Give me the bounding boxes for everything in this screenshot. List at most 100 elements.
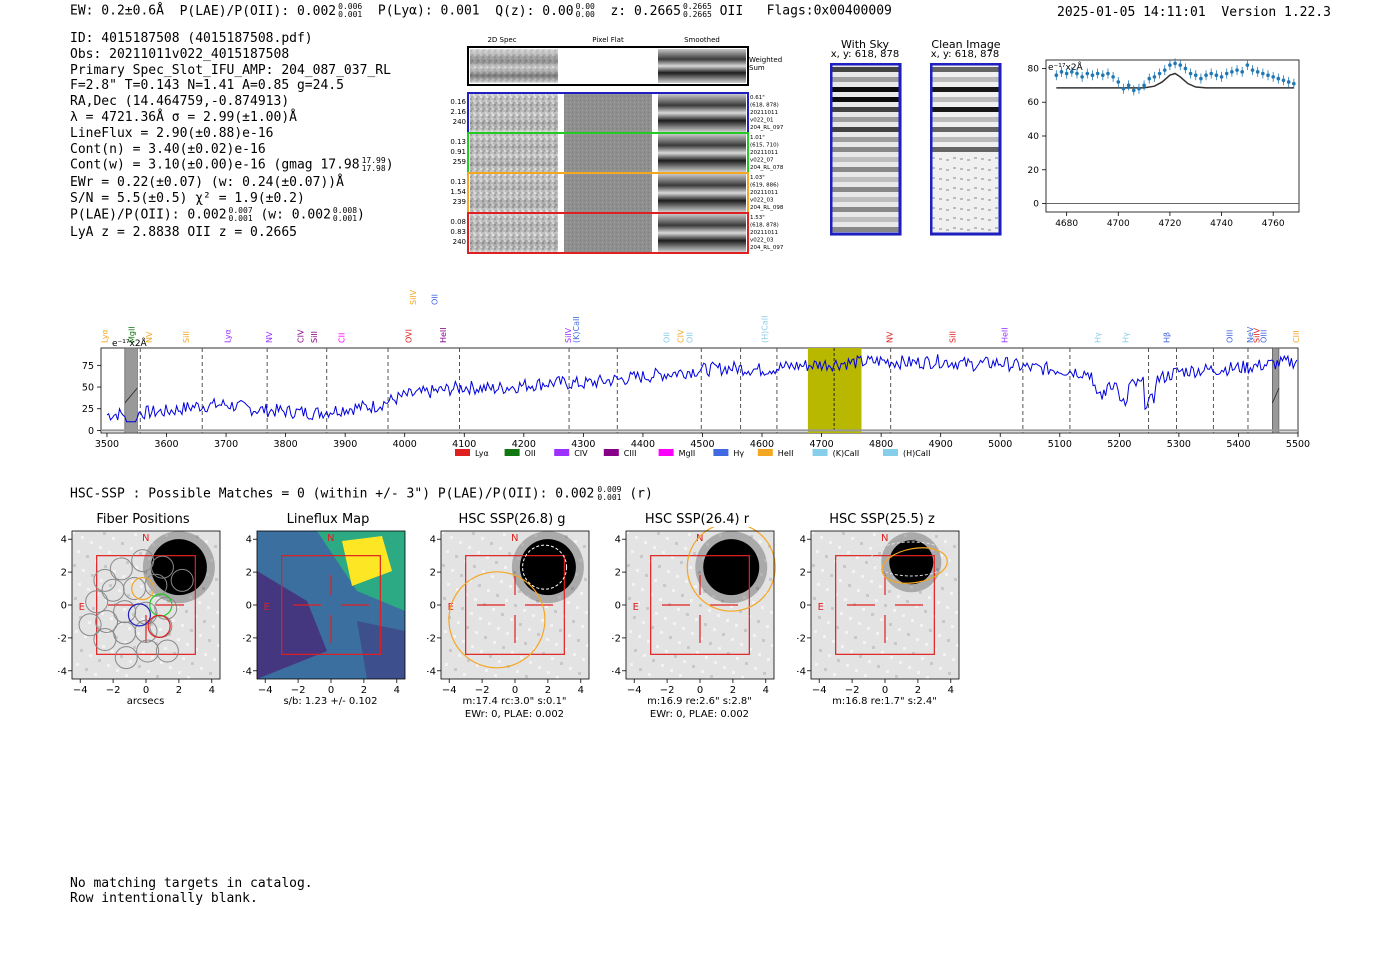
hsc-noise — [643, 654, 646, 657]
source-halo — [511, 531, 584, 604]
spectral-line-label: OVI — [404, 329, 413, 343]
legend-swatch — [455, 449, 470, 456]
hsc-noise — [508, 552, 511, 555]
spec2d-row-meta: 1.01" — [750, 135, 765, 141]
legend-label: Hγ — [733, 449, 744, 458]
hsc-noise — [202, 587, 205, 590]
zoom-data-point — [1100, 73, 1105, 77]
hsc-noise — [754, 667, 757, 670]
hsc-noise — [931, 549, 934, 552]
spec2d-smoothed — [658, 214, 746, 252]
hsc-noise — [682, 627, 685, 630]
hsc-noise — [460, 574, 463, 577]
hsc-noise — [653, 546, 656, 549]
hsc-noise — [898, 628, 901, 631]
hsc-noise — [848, 584, 851, 587]
hsc-noise — [819, 649, 822, 652]
line-fit-band — [807, 348, 862, 433]
hsc-noise — [674, 655, 677, 658]
cutout-noise — [939, 228, 942, 230]
hsc-noise — [149, 590, 152, 593]
hsc-noise — [546, 638, 549, 641]
weighted-sum-label: Weighted Sum — [749, 56, 782, 72]
hsc-noise — [527, 595, 530, 598]
hsc-noise — [113, 570, 116, 573]
spectral-line-label: NeV — [1246, 326, 1255, 343]
hsc-noise — [641, 588, 644, 591]
hsc-noise — [666, 537, 669, 540]
hsc-y-tick-label: 4 — [61, 535, 67, 546]
spec2d-row-meta: v022_01 — [750, 118, 774, 124]
hsc-noise — [760, 573, 763, 576]
hsc-noise — [447, 583, 450, 586]
hsc-noise — [672, 589, 675, 592]
hsc-noise — [750, 535, 753, 538]
hsc-noise — [703, 590, 706, 593]
hsc-noise — [894, 642, 897, 645]
hsc-noise — [638, 635, 641, 638]
hsc-noise — [753, 634, 756, 637]
cutout-noise — [974, 227, 977, 229]
hsc-noise — [203, 620, 206, 623]
hsc-noise — [503, 533, 506, 536]
spec2d-panel: 2D Spec Pixel Flat Smoothed Weighted Sum … — [450, 36, 784, 254]
hsc-noise — [739, 610, 742, 613]
zoom-data-point — [1095, 71, 1100, 76]
hsc-noise — [517, 557, 520, 560]
hsc-noise — [699, 604, 702, 607]
info-plae: P(LAE)/P(OII): 0.002 0.007 0.001 (w: 0.002… — [70, 205, 365, 223]
spec2d-row: 0.16 2.16 240 0.61" (618, 878)20211011 v022_0… — [450, 92, 784, 134]
catalog-footer: No matching targets in catalog. Row inte… — [70, 876, 313, 906]
hsc-noise — [812, 564, 815, 567]
hsc-noise — [857, 589, 860, 592]
hsc-noise — [635, 536, 638, 539]
aperture-box — [650, 555, 750, 655]
fiber-circle — [101, 578, 125, 602]
zoom-data-point — [1116, 80, 1121, 84]
hsc-noise — [491, 575, 494, 578]
hsc-noise — [116, 669, 119, 672]
hsc-noise — [94, 673, 97, 676]
hsc-noise — [869, 547, 872, 550]
spec2d-noise — [470, 134, 558, 172]
hsc-noise — [75, 630, 78, 633]
header-plya: P(Lyα): 0.001 — [377, 3, 480, 19]
spectral-line-label: Lyα — [101, 329, 110, 343]
hsc-noise — [498, 660, 501, 663]
hsc-summary: HSC-SSP : Possible Matches = 0 (within +… — [70, 485, 653, 502]
spec2d-row-meta: 20211011 — [750, 110, 778, 116]
hsc-noise — [873, 533, 876, 536]
hsc-y-tick-label: −4 — [243, 666, 252, 677]
hsc-panel-caption: s/b: 1.23 +/- 0.102 — [283, 696, 378, 707]
cutout-noise — [939, 208, 942, 210]
spec2d-row-meta: 1.53" — [750, 215, 765, 221]
hsc-noise — [876, 632, 879, 635]
hsc-panel: HSC SSP(26.4) r N E −4 −4 −2 −2 0 0 2 2 4 4 m:16.9 re… — [606, 512, 787, 721]
hsc-noise — [928, 596, 931, 599]
hsc-noise — [454, 668, 457, 671]
hsc-y-tick-label: −2 — [58, 633, 67, 644]
hsc-noise — [559, 629, 562, 632]
hsc-noise — [119, 622, 122, 625]
zoom-data-point — [1250, 68, 1255, 72]
cutout-noise — [981, 228, 984, 230]
hsc-noise — [509, 585, 512, 588]
hsc-noise — [915, 605, 918, 608]
hsc-x-tick-label: −4 — [627, 685, 642, 696]
cutout-noise — [953, 167, 956, 169]
hsc-noise — [718, 647, 721, 650]
hsc-noise — [138, 665, 141, 668]
hsc-noise — [721, 600, 724, 603]
zoom-data-point — [1235, 68, 1239, 72]
spec2d-row-meta: 204_RL_097 — [750, 245, 784, 251]
zoom-data-point — [1121, 86, 1126, 91]
spectral-line-label: (H)CaII — [760, 316, 769, 343]
hsc-noise — [842, 532, 845, 535]
hsc-noise — [514, 604, 517, 607]
hsc-noise — [953, 545, 956, 548]
header-qz: Q(z): 0.00 0.00 0.00 — [495, 2, 595, 19]
fiber-circle — [113, 600, 137, 624]
cutout-noise — [974, 217, 977, 219]
north-label: N — [881, 533, 888, 544]
hsc-y-tick-label: 2 — [61, 568, 67, 579]
